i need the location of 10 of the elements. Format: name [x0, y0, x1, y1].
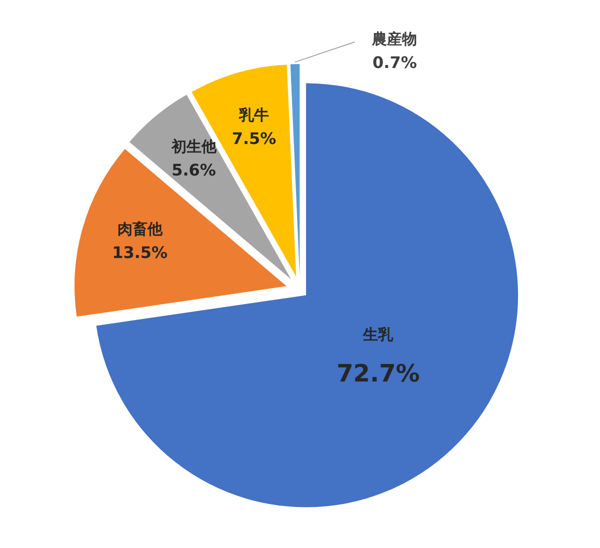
slice-label: 肉畜他 [117, 220, 164, 238]
data-label: 72.7% [336, 360, 420, 388]
data-label: 7.5% [232, 128, 276, 148]
slice-label: 乳牛 [238, 106, 270, 124]
data-label: 5.6% [172, 160, 216, 180]
data-label: 13.5% [112, 243, 168, 262]
slice-label: 農産物 [371, 30, 418, 48]
slice-label: 生乳 [362, 326, 394, 344]
slice-label: 初生他 [170, 138, 218, 156]
data-label: 0.7% [372, 53, 417, 72]
